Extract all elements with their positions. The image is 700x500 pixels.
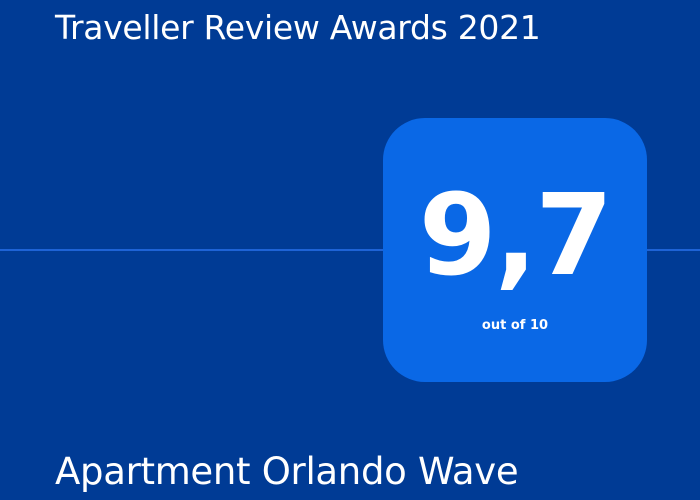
award-title: Traveller Review Awards 2021 bbox=[55, 8, 541, 47]
score-badge: 9,7 out of 10 bbox=[383, 118, 647, 382]
property-name: Apartment Orlando Wave bbox=[55, 450, 519, 493]
divider-line bbox=[0, 249, 700, 251]
score-value: 9,7 bbox=[418, 171, 613, 301]
score-scale-label: out of 10 bbox=[481, 318, 549, 333]
